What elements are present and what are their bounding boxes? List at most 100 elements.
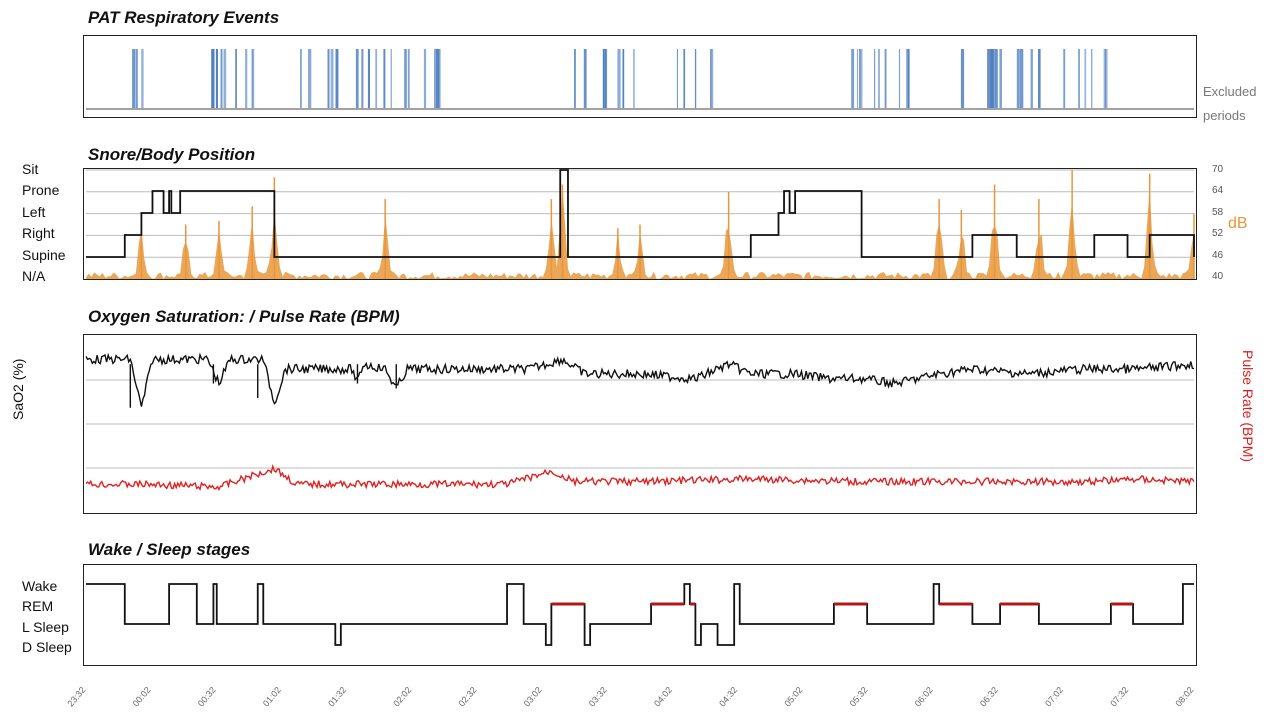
respiratory-event-bar (683, 49, 686, 108)
respiratory-event-bar (906, 49, 909, 108)
respiratory-event-bar (1091, 49, 1093, 108)
respiratory-event-bar (1016, 49, 1020, 108)
time-tick-label: 06:02 (913, 685, 935, 709)
db-tick-52: 52 (1212, 228, 1224, 239)
respiratory-event-bar (884, 49, 887, 108)
time-tick-label: 02:32 (456, 685, 478, 709)
periods-label: periods (1203, 108, 1246, 123)
db-tick-40: 40 (1212, 271, 1224, 282)
time-tick-label: 07:32 (1108, 685, 1130, 709)
panel-title-sleep: Wake / Sleep stages (88, 540, 251, 559)
stage-label-wake: Wake (22, 578, 58, 594)
respiratory-event-bar (676, 49, 678, 108)
time-tick-label: 01:32 (326, 685, 348, 709)
respiratory-event-bar (1103, 49, 1106, 108)
panel-title-respiratory: PAT Respiratory Events (88, 8, 280, 27)
respiratory-event-bar (330, 49, 334, 108)
respiratory-event-bar (367, 49, 370, 108)
position-label-supine: Supine (22, 247, 66, 263)
respiratory-event-bar (223, 49, 227, 108)
respiratory-event-bar (436, 49, 440, 108)
respiratory-event-bar (859, 49, 862, 108)
respiratory-event-bar (390, 49, 392, 108)
respiratory-event-bar (375, 49, 378, 108)
time-tick-label: 07:02 (1043, 685, 1065, 709)
stage-label-rem: REM (22, 598, 54, 614)
respiratory-event-bar (989, 49, 993, 108)
respiratory-event-bar (622, 49, 625, 108)
respiratory-event-bar (878, 49, 880, 108)
respiratory-event-bar (141, 49, 144, 108)
sleep-stage-line (86, 583, 1194, 646)
respiratory-event-bar (245, 49, 248, 108)
respiratory-event-bar (383, 49, 386, 108)
respiratory-event-bar (617, 49, 621, 108)
stage-label-lsleep: L Sleep (22, 619, 69, 635)
time-tick-label: 00:32 (196, 685, 218, 709)
respiratory-event-bar (423, 49, 427, 108)
respiratory-event-bar (710, 49, 714, 108)
respiratory-event-bar (999, 49, 1002, 108)
respiratory-event-bar (251, 49, 253, 108)
time-tick-label: 00:02 (131, 685, 153, 709)
respiratory-event-bar (1063, 49, 1066, 108)
respiratory-event-bar (132, 49, 136, 108)
time-tick-label: 05:32 (848, 685, 870, 709)
respiratory-event-bar (355, 49, 359, 108)
respiratory-event-bar (583, 49, 587, 108)
excluded-label: Excluded (1203, 84, 1257, 99)
respiratory-event-bar (407, 49, 410, 108)
respiratory-event-bar (235, 49, 237, 108)
position-label-na: N/A (22, 268, 46, 284)
body-position-line (86, 169, 1195, 258)
respiratory-event-bar (404, 49, 407, 108)
respiratory-event-bar (434, 49, 436, 108)
respiratory-event-bar (1020, 49, 1024, 108)
respiratory-event-bar (1038, 49, 1041, 108)
respiratory-event-bar (1030, 49, 1033, 108)
respiratory-event-bar (633, 49, 635, 108)
time-tick-label: 01:02 (261, 685, 283, 709)
time-tick-label: 06:32 (978, 685, 1000, 709)
respiratory-event-bar (574, 49, 576, 108)
respiratory-event-bar (987, 49, 990, 108)
time-tick-label: 23:32 (65, 685, 87, 709)
pulse-rate-line (85, 463, 1195, 492)
spo2-line (85, 352, 1195, 407)
respiratory-event-bar (215, 49, 218, 108)
time-tick-label: 03:02 (522, 685, 544, 709)
respiratory-event-bar (211, 49, 215, 108)
position-label-left: Left (22, 204, 46, 220)
respiratory-event-bar (135, 49, 138, 108)
panel-title-snore: Snore/Body Position (88, 145, 256, 164)
respiratory-event-bar (300, 49, 302, 108)
respiratory-event-bar (1078, 49, 1080, 108)
respiratory-event-bar (856, 49, 859, 108)
time-tick-label: 05:02 (782, 685, 804, 709)
time-tick-label: 04:02 (652, 685, 674, 709)
db-tick-58: 58 (1212, 207, 1224, 218)
respiratory-event-bar (994, 49, 998, 108)
panel-title-oxygen: Oxygen Saturation: / Pulse Rate (BPM) (88, 307, 400, 326)
respiratory-event-bar (252, 49, 255, 108)
respiratory-plot-area (83, 35, 1197, 118)
respiratory-event-bar (335, 49, 339, 108)
position-label-right: Right (22, 225, 55, 241)
respiratory-event-bar (327, 49, 330, 108)
respiratory-event-bar (861, 49, 863, 108)
db-tick-70: 70 (1212, 164, 1224, 175)
respiratory-event-bar (438, 49, 441, 108)
respiratory-event-bar (874, 49, 876, 108)
respiratory-event-bar (604, 49, 606, 108)
respiratory-event-bar (602, 49, 604, 108)
time-tick-label: 04:32 (717, 685, 739, 709)
respiratory-event-bar (898, 49, 901, 108)
stage-label-dsleep: D Sleep (22, 639, 72, 655)
position-label-sit: Sit (22, 161, 39, 177)
respiratory-event-bar (308, 49, 312, 108)
db-tick-46: 46 (1212, 250, 1224, 261)
sleep-plot-area (83, 564, 1197, 666)
time-tick-label: 02:02 (391, 685, 413, 709)
position-label-prone: Prone (22, 182, 60, 198)
